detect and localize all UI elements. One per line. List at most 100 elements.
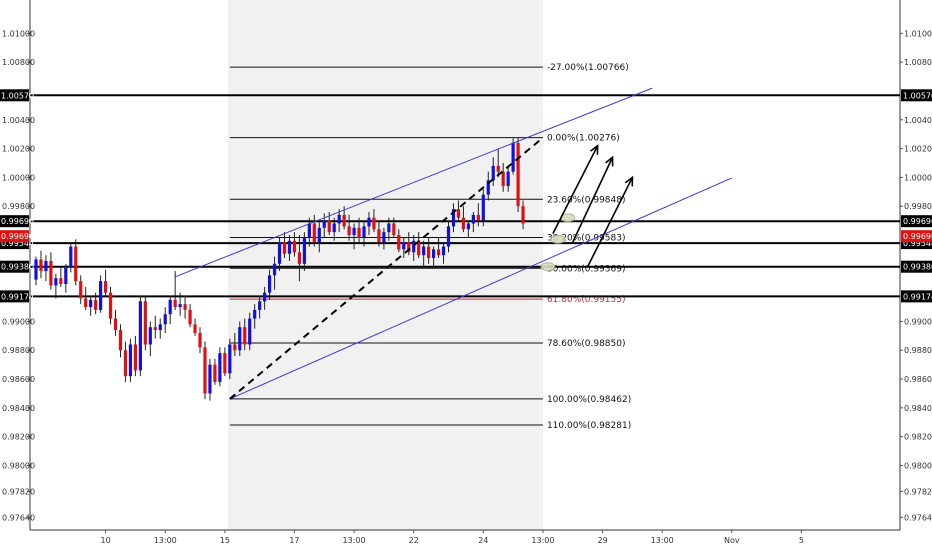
candle-up (491, 165, 495, 181)
level-tag-left-text: 0.99696 (1, 217, 34, 226)
candle-up (307, 223, 311, 238)
candle-up (163, 314, 167, 325)
candle-up (238, 327, 242, 351)
x-tick-label: 15 (220, 536, 230, 545)
candle-down (233, 344, 237, 351)
candle-up (412, 240, 416, 253)
x-tick-label: 13:00 (343, 536, 366, 545)
channel-line (174, 87, 653, 278)
level-tag-right (901, 89, 932, 102)
candle-up (277, 242, 282, 264)
candle-up (481, 194, 485, 221)
level-tag-left (0, 290, 29, 303)
candle-down (188, 309, 192, 325)
level-tag-right-text: 1.00570 (903, 91, 932, 100)
projection-arrow-head (624, 175, 634, 187)
candle-up (337, 214, 341, 224)
x-tick-label: 24 (478, 536, 488, 545)
y-tick-label-right: 1.00800 (904, 58, 932, 67)
candle-down (203, 347, 207, 394)
projection-marker (540, 262, 556, 272)
fib-level-label: 0.00%(1.00276) (547, 134, 620, 144)
y-tick-label-left: 0.97820 (2, 487, 35, 496)
fib-level-label: 78.60%(0.98850) (547, 339, 626, 349)
x-tick-label: 13:00 (154, 536, 177, 545)
candle-down (74, 246, 78, 282)
y-tick-label-right: 0.98000 (904, 461, 932, 470)
candle-down (297, 252, 302, 264)
candle-down (113, 318, 118, 331)
candle-up (272, 263, 277, 276)
candle-up (128, 344, 133, 377)
candle-up (451, 209, 456, 227)
x-tick-label: 10 (100, 536, 110, 545)
candle-down (79, 281, 83, 299)
y-tick-label-right: 0.98600 (904, 375, 932, 384)
candle-down (312, 223, 316, 243)
channel-line (229, 177, 733, 400)
level-tag-right-text: 0.99696 (903, 217, 932, 226)
candle-down (103, 281, 108, 293)
candle-down (39, 259, 43, 272)
fib-level-label: 61.80%(0.99155) (547, 295, 626, 305)
candle-up (54, 278, 58, 286)
fib-level-label: 23.60%(0.99848) (547, 195, 626, 205)
fib-level-label: 38.20%(0.99583) (547, 233, 626, 243)
y-tick-label-left: 1.00400 (2, 116, 35, 125)
current-price-tag-left (0, 230, 29, 243)
level-tag-right-text: 0.99380 (903, 263, 932, 272)
candle-down (436, 249, 441, 256)
candle-down (84, 298, 88, 308)
y-tick-label-left: 1.00200 (2, 145, 35, 154)
candle-down (143, 301, 147, 345)
candle-down (327, 220, 331, 233)
candle-down (417, 240, 421, 256)
y-tick-label-right: 0.98400 (904, 404, 932, 413)
fib-level-label: 110.00%(0.98281) (547, 421, 631, 431)
candle-down (123, 350, 128, 377)
candle-down (461, 217, 466, 230)
candle-up (158, 324, 162, 331)
candle-down (501, 171, 505, 187)
candle-down (372, 217, 376, 230)
candle-down (476, 214, 480, 221)
y-tick-label-left: 0.98200 (2, 433, 35, 442)
y-tick-label-right: 0.97820 (904, 487, 932, 496)
candle-up (267, 275, 272, 293)
y-tick-label-right: 0.99800 (904, 202, 932, 211)
candle-down (521, 206, 525, 224)
candle-down (282, 242, 287, 254)
candle-up (44, 260, 48, 272)
y-tick-label-right: 0.98200 (904, 433, 932, 442)
y-tick-label-left: 0.97640 (2, 513, 35, 522)
level-tag-left-text: 0.99174 (1, 292, 34, 301)
candle-down (392, 223, 396, 236)
candle-down (357, 227, 361, 238)
candle-up (69, 246, 73, 267)
candle-up (362, 226, 366, 238)
x-tick-label: Nov (724, 536, 740, 545)
y-tick-label-left: 0.99000 (2, 317, 35, 326)
candle-up (322, 220, 326, 228)
y-tick-label-right: 1.00400 (904, 116, 932, 125)
x-tick-label: 17 (289, 536, 299, 545)
candle-up (64, 266, 68, 284)
candle-up (466, 223, 470, 230)
candle-up (228, 344, 232, 374)
level-tag-left (0, 89, 29, 102)
projection-arrow-head (605, 155, 614, 167)
candle-down (153, 327, 157, 331)
candle-down (133, 344, 137, 371)
level-tag-right (901, 215, 932, 228)
candle-down (173, 299, 177, 308)
candle-up (287, 240, 292, 254)
candle-down (456, 209, 461, 218)
x-tick-label: 29 (597, 536, 607, 545)
candle-down (496, 165, 500, 172)
candle-down (342, 214, 346, 227)
y-tick-label-left: 0.99800 (2, 202, 35, 211)
candle-down (59, 278, 63, 284)
y-tick-label-left: 1.00800 (2, 58, 35, 67)
